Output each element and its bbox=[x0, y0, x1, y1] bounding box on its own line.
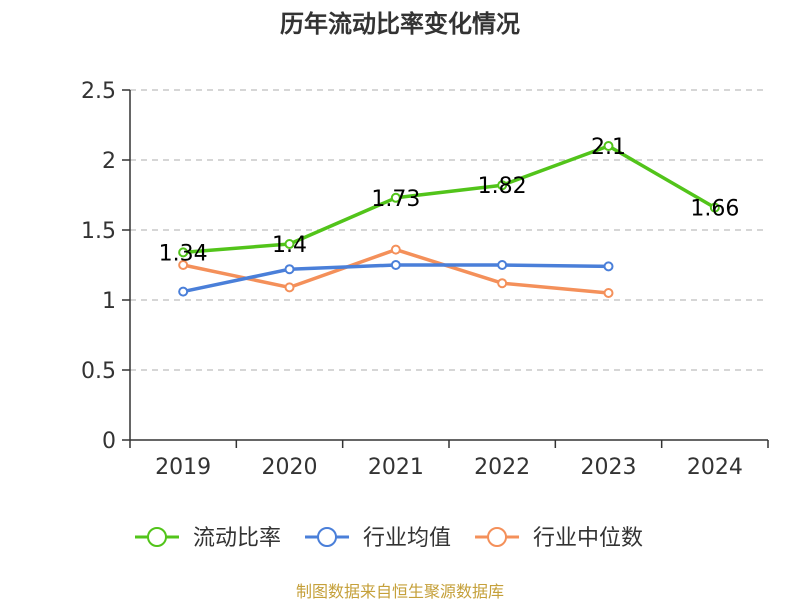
legend: 流动比率 行业均值 行业中位数 bbox=[135, 526, 643, 551]
data-point bbox=[603, 141, 614, 151]
legend-label: 行业均值 bbox=[363, 526, 451, 551]
y-tick-label: 1.5 bbox=[81, 219, 116, 244]
legend-item: 流动比率 bbox=[135, 526, 281, 551]
data-point bbox=[390, 244, 401, 255]
x-tick-label: 2020 bbox=[262, 455, 318, 480]
data-label: 1.66 bbox=[690, 197, 739, 222]
data-point bbox=[178, 247, 189, 258]
x-tick-label: 2022 bbox=[474, 455, 530, 480]
data-point bbox=[603, 288, 614, 298]
legend-marker bbox=[487, 527, 508, 547]
data-point bbox=[709, 202, 720, 213]
y-tick-label: 1 bbox=[102, 289, 116, 314]
series-line bbox=[183, 144, 716, 255]
legend-label: 行业中位数 bbox=[533, 526, 643, 551]
source-note: 制图数据来自恒生聚源数据库 bbox=[295, 582, 504, 601]
x-tick-label: 2019 bbox=[155, 455, 211, 480]
y-tick-label: 2.5 bbox=[81, 79, 116, 104]
data-point bbox=[497, 260, 508, 270]
x-tick-label: 2024 bbox=[687, 455, 743, 480]
data-point bbox=[497, 180, 508, 191]
series-行业均值 bbox=[178, 260, 614, 297]
grid-lines bbox=[130, 89, 768, 371]
data-point bbox=[497, 278, 508, 289]
data-label: 1.82 bbox=[478, 174, 527, 199]
data-point bbox=[178, 286, 189, 297]
axes: 0 0.5 1 1.5 2 2.5 2019 2020 2021 2022 2023 2024 bbox=[81, 79, 769, 480]
series-line bbox=[182, 247, 609, 295]
series-行业中位数 bbox=[178, 244, 614, 298]
data-point bbox=[178, 260, 189, 270]
x-tick-label: 2021 bbox=[368, 455, 424, 480]
legend-marker bbox=[147, 527, 167, 547]
legend-item: 行业均值 bbox=[305, 526, 451, 551]
legend-label: 流动比率 bbox=[193, 526, 281, 551]
legend-marker bbox=[317, 527, 338, 547]
data-label: 1.34 bbox=[159, 241, 208, 266]
data-point bbox=[284, 282, 295, 293]
series-流动比率 bbox=[178, 141, 720, 258]
y-tick-label: 0.5 bbox=[81, 359, 116, 384]
data-label: 1.4 bbox=[272, 233, 307, 258]
chart-title: 历年流动比率变化情况 bbox=[280, 10, 520, 38]
series bbox=[178, 141, 720, 298]
data-label: 1.73 bbox=[371, 187, 420, 212]
data-point bbox=[284, 239, 295, 249]
data-label: 2.1 bbox=[591, 135, 626, 160]
legend-item: 行业中位数 bbox=[475, 526, 643, 551]
data-point bbox=[390, 260, 401, 270]
data-point bbox=[284, 264, 295, 275]
y-tick-label: 2 bbox=[102, 149, 116, 174]
x-tick-label: 2023 bbox=[581, 455, 637, 480]
data-point bbox=[603, 261, 614, 272]
y-tick-label: 0 bbox=[102, 429, 116, 454]
data-labels: 1.34 1.4 1.73 1.82 2.1 1.66 bbox=[159, 135, 740, 266]
data-point bbox=[390, 192, 401, 203]
